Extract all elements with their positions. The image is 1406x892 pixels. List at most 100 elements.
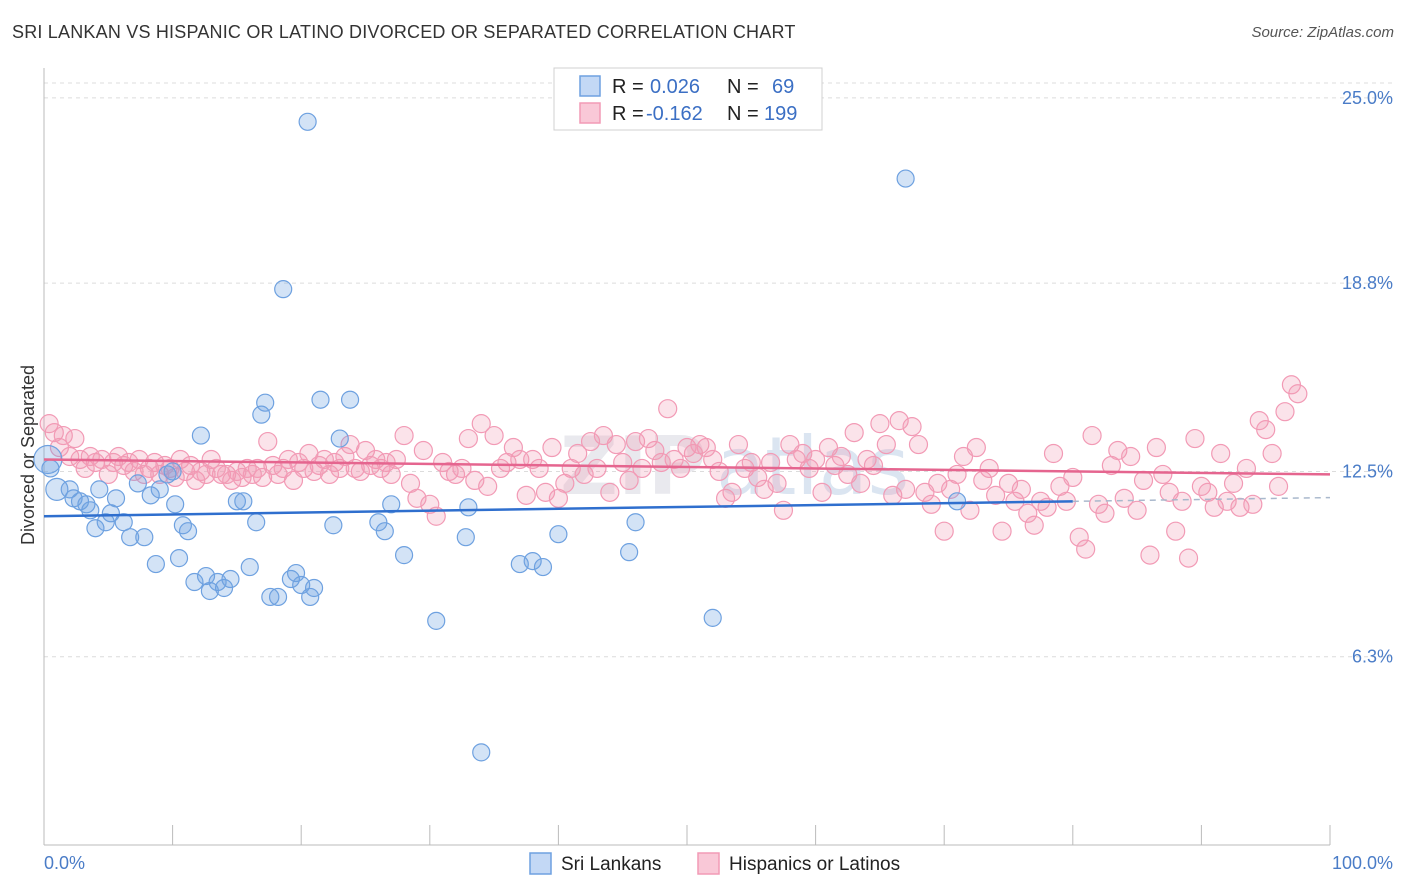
x-tick-label-0: 0.0% — [44, 853, 85, 873]
hisp-point-28 — [186, 470, 206, 491]
hisp-point-85 — [503, 437, 523, 458]
hisp-point-165 — [1018, 503, 1038, 523]
sri-point-65 — [626, 513, 645, 532]
hisp-point-95 — [568, 443, 588, 464]
hisp-point-33 — [211, 464, 232, 485]
sri-point-28 — [196, 566, 216, 586]
sri-point-24 — [173, 516, 192, 535]
hisp-point-169 — [1043, 443, 1064, 464]
hisp-point-91 — [542, 437, 562, 458]
y-tick-label-3: 25.0% — [1342, 88, 1393, 108]
hisp-point-204 — [1268, 476, 1289, 496]
hisp-point-139 — [851, 473, 871, 493]
hisp-point-72 — [420, 494, 440, 514]
hisp-point-152 — [934, 521, 954, 541]
sri-point-53 — [375, 522, 394, 541]
hisp-point-98 — [587, 458, 607, 479]
hisp-point-195 — [1211, 443, 1231, 464]
chart-title: SRI LANKAN VS HISPANIC OR LATINO DIVORCE… — [12, 22, 796, 42]
hisp-point-203 — [1262, 443, 1282, 464]
hisp-point-111 — [670, 458, 691, 479]
sri-point-62 — [533, 557, 553, 577]
sri-point-1 — [41, 459, 60, 478]
sri-point-55 — [394, 546, 414, 565]
legend-r-value-2: -0.162 — [646, 103, 703, 125]
correlation-legend: R = 0.026 N = 69 R = -0.162 N = 199 — [553, 67, 823, 131]
sri-point-58 — [459, 498, 478, 517]
sri-point-32 — [221, 569, 240, 589]
hisp-point-159 — [979, 458, 999, 479]
hisp-point-103 — [619, 470, 639, 491]
hisp-point-205 — [1275, 402, 1295, 422]
hisp-point-200 — [1243, 494, 1263, 514]
trend-extension-sri-lankans — [1072, 496, 1331, 503]
sri-point-67 — [896, 169, 915, 188]
sri-point-61 — [523, 551, 542, 571]
sri-point-46 — [298, 112, 317, 131]
sri-point-17 — [141, 486, 160, 505]
hisp-point-180 — [1114, 488, 1134, 508]
sri-point-9 — [90, 480, 109, 499]
y-tick-labels: 6.3% 12.5% 18.8% 25.0% — [1342, 88, 1393, 667]
hisp-point-66 — [381, 464, 401, 485]
sri-point-8 — [86, 519, 105, 538]
sri-point-50 — [330, 429, 349, 448]
sri-point-52 — [369, 513, 388, 532]
hisp-point-175 — [1082, 425, 1102, 446]
hisp-point-19 — [139, 458, 160, 479]
hisp-point-191 — [1185, 428, 1205, 449]
hisp-point-30 — [196, 464, 216, 485]
legend-r-value-1: 0.026 — [650, 76, 700, 98]
hisp-point-133 — [812, 482, 832, 502]
hisp-point-147 — [902, 417, 922, 437]
hisp-point-119 — [722, 482, 742, 502]
sri-point-33 — [227, 492, 246, 511]
sri-point-57 — [456, 528, 475, 547]
y-tick-label-0: 6.3% — [1352, 647, 1393, 667]
sri-point-15 — [128, 474, 147, 493]
hisp-point-67 — [386, 449, 406, 470]
sri-point-2 — [45, 477, 69, 501]
sri-point-25 — [178, 522, 198, 541]
hisp-point-146 — [896, 479, 916, 499]
sri-point-43 — [286, 563, 306, 583]
bottom-legend-sri: Sri Lankans — [561, 854, 661, 875]
sri-point-35 — [240, 557, 259, 577]
hisp-point-164 — [1011, 479, 1031, 499]
sri-point-20 — [158, 465, 177, 484]
sri-point-22 — [166, 495, 185, 514]
hisp-point-5 — [65, 428, 85, 449]
bottom-legend-swatch-sri — [529, 852, 552, 875]
sri-point-56 — [427, 611, 446, 630]
hisp-point-109 — [658, 399, 678, 419]
hisp-point-143 — [876, 434, 896, 455]
hisp-point-136 — [831, 446, 851, 467]
legend-n-label-2: N = — [727, 103, 759, 125]
hisp-point-54 — [319, 464, 340, 485]
hisp-point-157 — [966, 437, 986, 458]
sri-point-36 — [247, 513, 266, 532]
sri-point-3 — [60, 480, 79, 499]
hisp-point-102 — [613, 452, 633, 473]
legend-n-value-1: 69 — [772, 76, 794, 98]
hisp-point-126 — [767, 473, 787, 493]
hisp-point-148 — [908, 434, 929, 455]
trend-line-sri-lankans — [43, 500, 1073, 518]
y-axis-label: Divorced or Separated — [18, 365, 38, 545]
hisp-point-81 — [478, 476, 498, 496]
hisp-point-197 — [1223, 473, 1244, 493]
sri-point-59 — [472, 743, 491, 762]
sri-point-31 — [214, 578, 234, 598]
hisp-point-107 — [645, 440, 665, 461]
hisp-point-156 — [960, 500, 980, 520]
hisp-point-186 — [1153, 464, 1173, 485]
hisp-point-106 — [638, 428, 659, 449]
hisp-point-161 — [992, 521, 1012, 541]
hisp-point-142 — [870, 414, 890, 434]
sri-point-27 — [191, 426, 210, 445]
sri-point-51 — [340, 390, 360, 409]
hisp-point-127 — [773, 500, 794, 520]
hisp-point-80 — [471, 414, 491, 434]
legend-n-label-1: N = — [727, 76, 759, 98]
